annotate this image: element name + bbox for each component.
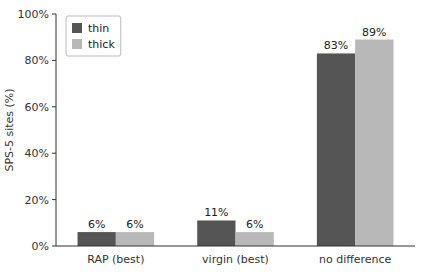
x-axis-line (56, 246, 415, 247)
bar (116, 232, 154, 246)
x-tick-label: no difference (319, 253, 392, 266)
y-tick (52, 14, 56, 15)
chart-container: 6% 11% 83% 6% 6% 89% 0% 20% 40% 60% 80% 100% RAP (be… (0, 0, 425, 272)
bar (197, 220, 235, 246)
data-label: 83% (324, 39, 348, 52)
y-tick-label: 0% (32, 240, 49, 253)
legend-swatch (72, 39, 82, 49)
data-label: 6% (246, 218, 263, 231)
y-tick (52, 60, 56, 61)
y-axis-label: SPS-5 sites (%) (3, 88, 16, 171)
y-tick (52, 246, 56, 247)
bar (317, 53, 355, 246)
bar (78, 232, 116, 246)
legend-label: thin (88, 22, 109, 35)
data-label: 11% (204, 206, 228, 219)
y-tick-label: 20% (25, 194, 49, 207)
data-label: 6% (126, 218, 143, 231)
bar (355, 40, 393, 246)
bars (78, 40, 394, 246)
y-tick-label: 40% (25, 147, 49, 160)
x-tick-label: RAP (best) (87, 253, 144, 266)
y-tick-label: 80% (25, 54, 49, 67)
y-tick (52, 106, 56, 107)
y-tick (52, 153, 56, 154)
x-tick-label: virgin (best) (202, 253, 269, 266)
chart: 6% 11% 83% 6% 6% 89% 0% 20% 40% 60% 80% 100% RAP (be… (0, 0, 425, 272)
y-tick-label: 60% (25, 101, 49, 114)
y-tick-label: 100% (18, 8, 49, 21)
y-tick (52, 199, 56, 200)
legend: thin thick (66, 16, 121, 56)
legend-label: thick (88, 38, 115, 51)
bar (236, 232, 274, 246)
data-label: 89% (362, 26, 386, 39)
data-label: 6% (88, 218, 105, 231)
legend-box (66, 16, 121, 56)
legend-swatch (72, 23, 82, 33)
y-axis-line (56, 14, 57, 246)
